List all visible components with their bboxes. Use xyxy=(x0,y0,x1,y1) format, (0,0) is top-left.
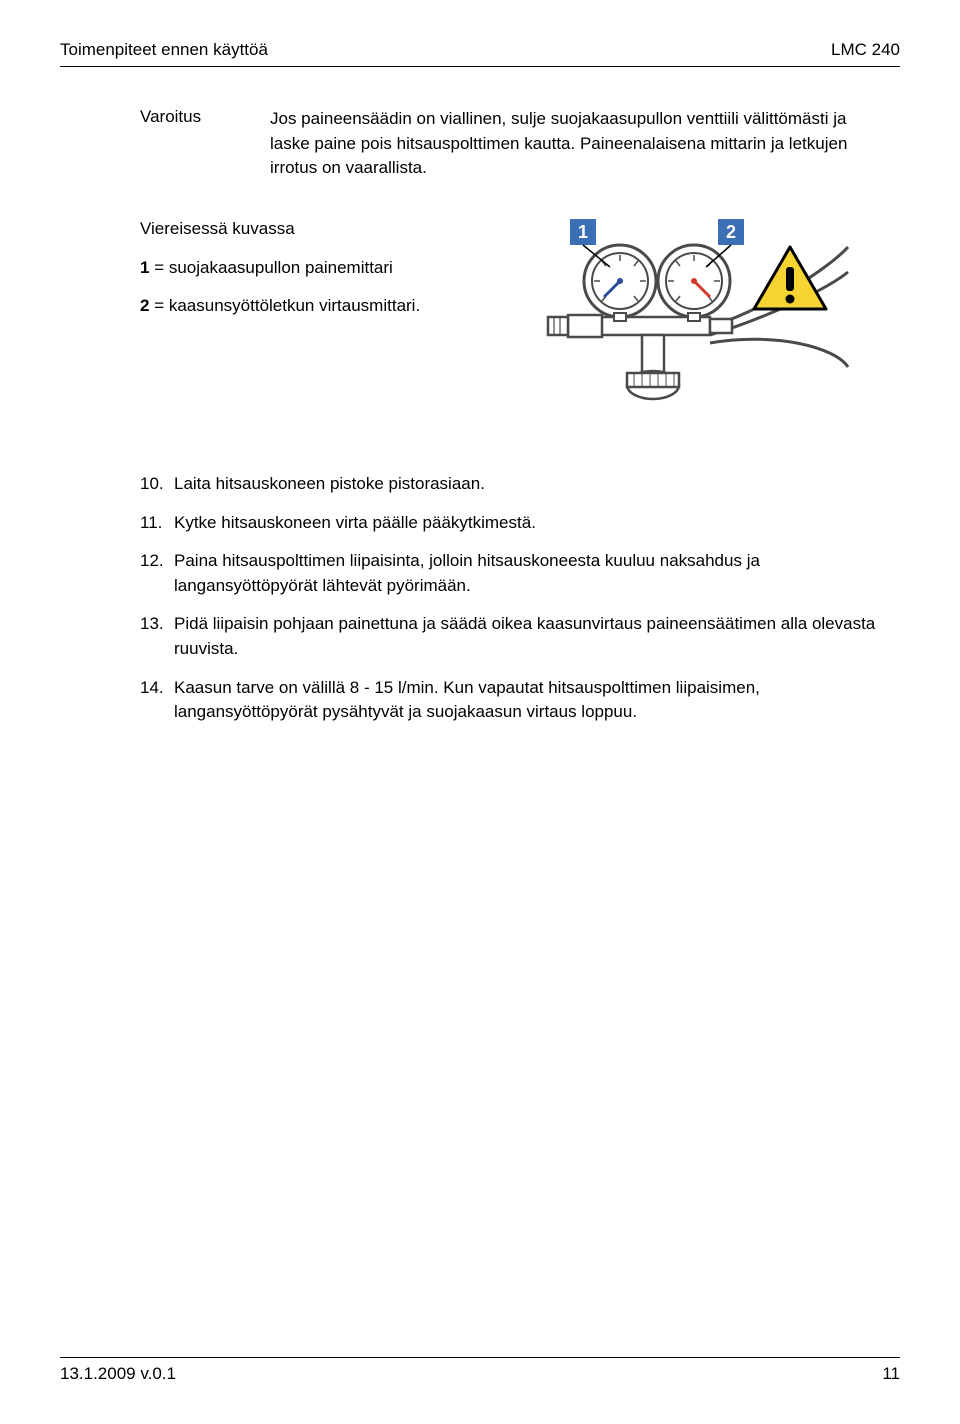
legend-item-2-text: = kaasunsyöttöletkun virtausmittari. xyxy=(154,296,420,315)
callout-1-text: 1 xyxy=(578,222,588,242)
step-number: 12. xyxy=(140,549,174,598)
warning-block: Varoitus Jos paineensäädin on viallinen,… xyxy=(140,107,880,181)
step-text: Paina hitsauspolttimen liipaisinta, joll… xyxy=(174,549,880,598)
legend-item-1-num: 1 xyxy=(140,258,149,277)
step-number: 14. xyxy=(140,676,174,725)
step-number: 13. xyxy=(140,612,174,661)
step-text: Laita hitsauskoneen pistoke pistorasiaan… xyxy=(174,472,880,497)
legend-item-1-text: = suojakaasupullon painemittari xyxy=(154,258,393,277)
regulator-diagram: 1 2 xyxy=(470,217,850,427)
warning-text: Jos paineensäädin on viallinen, sulje su… xyxy=(270,107,880,181)
legend-text: Viereisessä kuvassa 1 = suojakaasupullon… xyxy=(140,217,470,432)
warning-triangle-icon xyxy=(754,247,826,309)
main-content: Varoitus Jos paineensäädin on viallinen,… xyxy=(60,107,900,725)
legend-intro: Viereisessä kuvassa xyxy=(140,217,470,242)
step-item: 11. Kytke hitsauskoneen virta päälle pää… xyxy=(140,511,880,536)
step-text: Kaasun tarve on välillä 8 - 15 l/min. Ku… xyxy=(174,676,880,725)
step-item: 14. Kaasun tarve on välillä 8 - 15 l/min… xyxy=(140,676,880,725)
page-header: Toimenpiteet ennen käyttöä LMC 240 xyxy=(60,40,900,67)
step-item: 10. Laita hitsauskoneen pistoke pistoras… xyxy=(140,472,880,497)
step-list: 10. Laita hitsauskoneen pistoke pistoras… xyxy=(140,472,880,725)
header-left: Toimenpiteet ennen käyttöä xyxy=(60,40,268,60)
step-text: Kytke hitsauskoneen virta päälle pääkytk… xyxy=(174,511,880,536)
diagram-container: 1 2 xyxy=(470,217,880,432)
step-item: 13. Pidä liipaisin pohjaan painettuna ja… xyxy=(140,612,880,661)
legend-item-1: 1 = suojakaasupullon painemittari xyxy=(140,256,470,281)
step-item: 12. Paina hitsauspolttimen liipaisinta, … xyxy=(140,549,880,598)
legend-item-2-num: 2 xyxy=(140,296,149,315)
legend-and-diagram: Viereisessä kuvassa 1 = suojakaasupullon… xyxy=(140,217,880,432)
step-text: Pidä liipaisin pohjaan painettuna ja sää… xyxy=(174,612,880,661)
page-footer: 13.1.2009 v.0.1 11 xyxy=(60,1357,900,1384)
step-number: 10. xyxy=(140,472,174,497)
header-right: LMC 240 xyxy=(831,40,900,60)
callout-2-text: 2 xyxy=(726,222,736,242)
legend-item-2: 2 = kaasunsyöttöletkun virtausmittari. xyxy=(140,294,470,319)
footer-right: 11 xyxy=(882,1364,900,1384)
warning-label: Varoitus xyxy=(140,107,270,181)
step-number: 11. xyxy=(140,511,174,536)
footer-left: 13.1.2009 v.0.1 xyxy=(60,1364,176,1384)
